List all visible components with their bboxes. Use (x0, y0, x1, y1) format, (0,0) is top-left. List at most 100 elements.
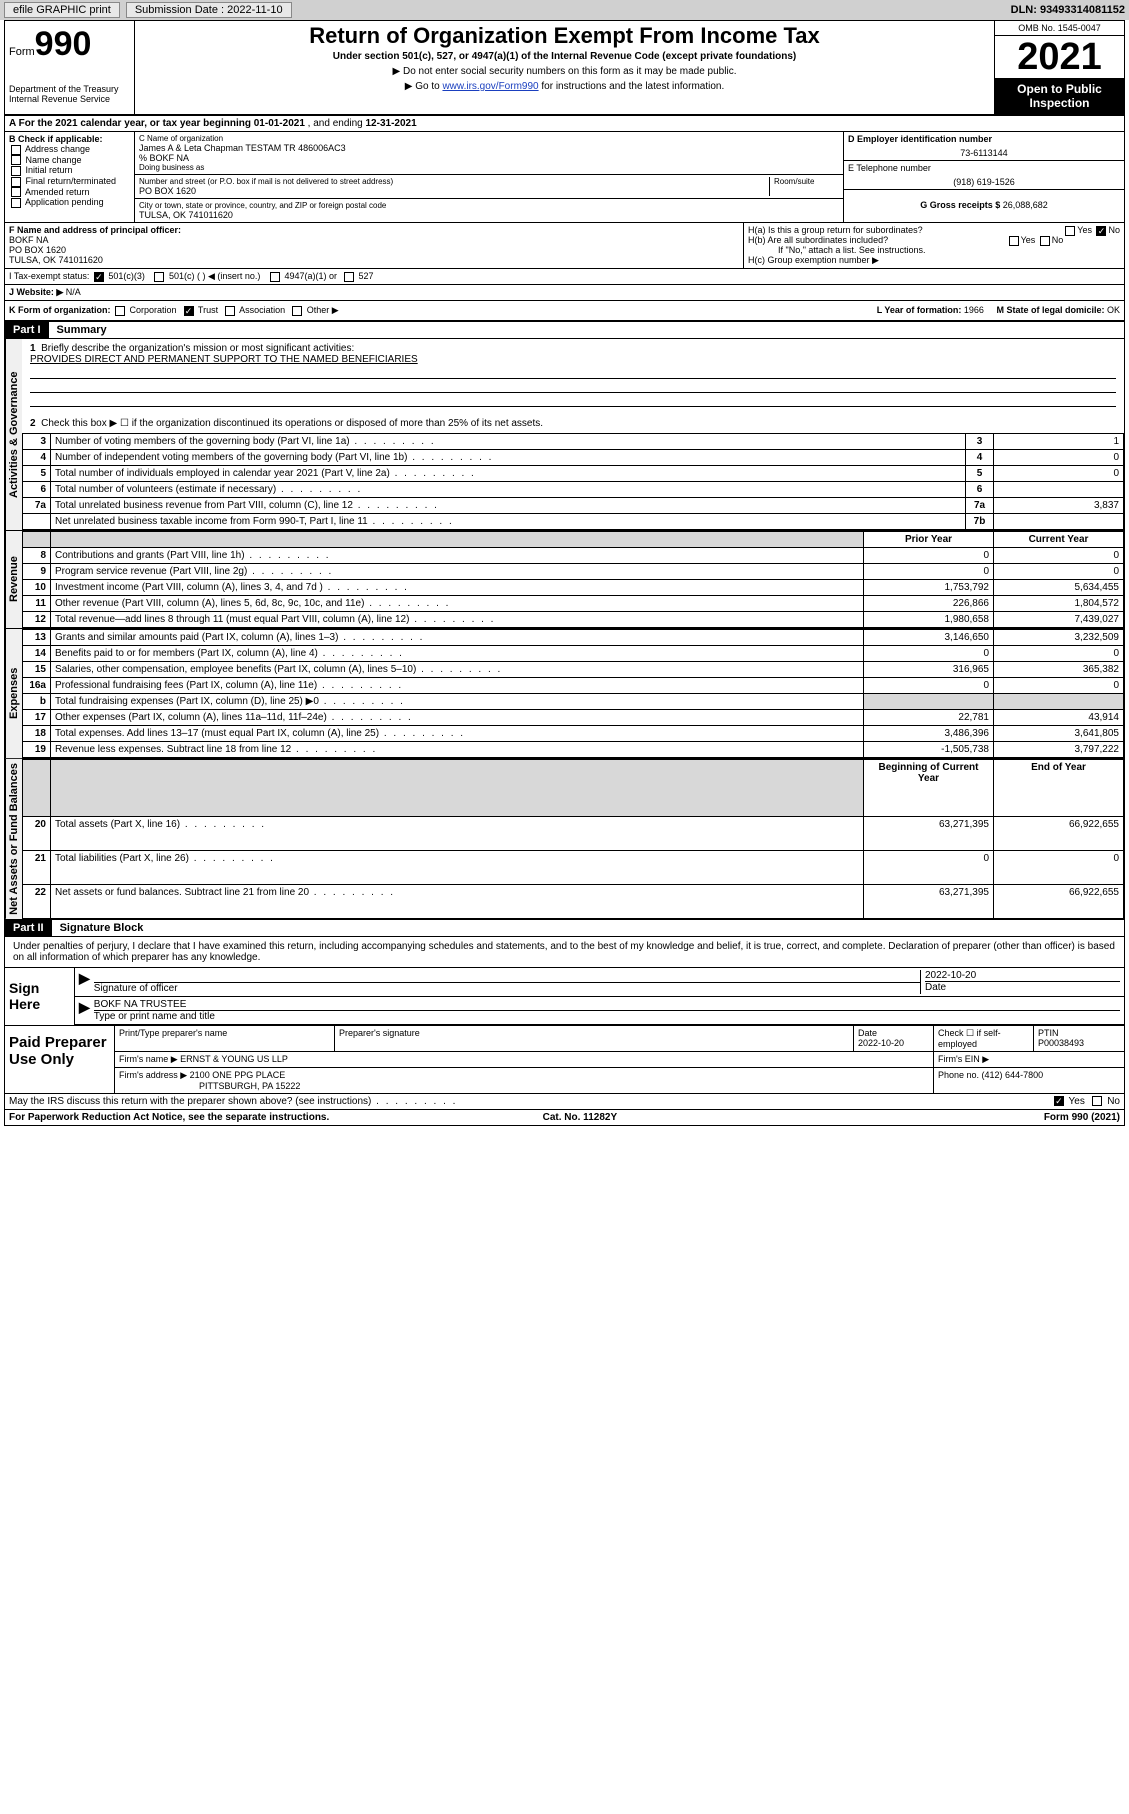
firm-phone-label: Phone no. (938, 1070, 982, 1080)
form-number-big: 990 (35, 25, 92, 63)
firm-addr-label: Firm's address ▶ (119, 1070, 187, 1080)
paid-preparer-row: Paid Preparer Use Only Print/Type prepar… (5, 1025, 1124, 1093)
gov-row: Net unrelated business taxable income fr… (23, 514, 1124, 530)
b-checkbox[interactable] (11, 198, 21, 208)
b-checkbox[interactable] (11, 177, 21, 187)
part2-hdr: Part II (5, 920, 52, 936)
section-fh: F Name and address of principal officer:… (5, 223, 1124, 269)
org-name: James A & Leta Chapman TESTAM TR 486006A… (139, 143, 839, 153)
addr-row: Number and street (or P.O. box if mail i… (135, 175, 843, 199)
other-checkbox[interactable] (292, 306, 302, 316)
data-row: 21Total liabilities (Part X, line 26)00 (23, 851, 1124, 885)
opt-501c: 501(c) ( ) ◀ (insert no.) (169, 271, 260, 281)
note2-post: for instructions and the latest informat… (539, 81, 725, 92)
opt-assoc: Association (239, 305, 285, 315)
submission-date-button[interactable]: Submission Date : 2022-11-10 (126, 2, 292, 18)
expenses-table: 13Grants and similar amounts paid (Part … (22, 629, 1124, 758)
data-row: 13Grants and similar amounts paid (Part … (23, 630, 1124, 646)
no-label: No (1108, 225, 1120, 235)
i-label: I Tax-exempt status: (9, 271, 89, 281)
ha-label: H(a) Is this a group return for subordin… (748, 225, 923, 235)
part1-title: Summary (49, 322, 115, 338)
assoc-checkbox[interactable] (225, 306, 235, 316)
yes-label2: Yes (1021, 235, 1036, 245)
may-irs-row: May the IRS discuss this return with the… (5, 1093, 1124, 1109)
527-checkbox[interactable] (344, 272, 354, 282)
4947-checkbox[interactable] (270, 272, 280, 282)
501c3-checkbox[interactable]: ✓ (94, 272, 104, 282)
gov-row: 6Total number of volunteers (estimate if… (23, 482, 1124, 498)
signature-block: Under penalties of perjury, I declare th… (5, 937, 1124, 1109)
ha-no-checkbox[interactable]: ✓ (1096, 226, 1106, 236)
f-addr2: TULSA, OK 741011620 (9, 255, 103, 265)
firm-name: ERNST & YOUNG US LLP (180, 1054, 288, 1064)
f-label: F Name and address of principal officer: (9, 225, 181, 235)
j-label: J Website: ▶ (9, 287, 63, 298)
prep-name-label: Print/Type preparer's name (115, 1026, 335, 1051)
section-h: H(a) Is this a group return for subordin… (744, 223, 1124, 268)
opt-other: Other ▶ (307, 305, 339, 315)
part2-header: Part II Signature Block (5, 920, 1124, 937)
b-checkbox[interactable] (11, 187, 21, 197)
sign-here-row: Sign Here ▶ Signature of officer 2022-10… (5, 967, 1124, 1025)
j-value: N/A (66, 287, 81, 298)
prep-date: 2022-10-20 (858, 1038, 904, 1048)
city-row: City or town, state or province, country… (135, 199, 843, 222)
b-checkbox[interactable] (11, 155, 21, 165)
check-self: Check ☐ if self-employed (934, 1026, 1034, 1051)
date-label: Date (925, 982, 946, 993)
addr-value: PO BOX 1620 (139, 186, 769, 196)
care-of: % BOKF NA (139, 153, 839, 163)
gov-row: 7aTotal unrelated business revenue from … (23, 498, 1124, 514)
col-c: C Name of organization James A & Leta Ch… (135, 132, 844, 222)
hb-note: If "No," attach a list. See instructions… (748, 245, 1120, 255)
firm-ein-label: Firm's EIN ▶ (934, 1052, 1124, 1067)
period-end: 12-31-2021 (366, 118, 417, 129)
row-k: K Form of organization: Corporation ✓ Tr… (5, 301, 1124, 322)
arrow-icon2: ▶ (79, 999, 90, 1022)
ptin-label: PTIN (1038, 1028, 1059, 1038)
no-label2: No (1052, 235, 1064, 245)
hb-yes-checkbox[interactable] (1009, 236, 1019, 246)
hb-no-checkbox[interactable] (1040, 236, 1050, 246)
form-container: Form990 Department of the Treasury Inter… (4, 20, 1125, 1126)
form-footer: For Paperwork Reduction Act Notice, see … (5, 1109, 1124, 1125)
trust-checkbox[interactable]: ✓ (184, 306, 194, 316)
ha-yes-checkbox[interactable] (1065, 226, 1075, 236)
part1-hdr: Part I (5, 322, 49, 338)
hb-row: H(b) Are all subordinates included? Yes … (748, 235, 1120, 245)
f-addr1: PO BOX 1620 (9, 245, 66, 255)
sign-here-label: Sign Here (5, 968, 75, 1025)
gov-row: 4Number of independent voting members of… (23, 450, 1124, 466)
b-item: Application pending (9, 197, 130, 208)
vlabel-expenses: Expenses (5, 629, 22, 758)
top-toolbar: efile GRAPHIC print Submission Date : 20… (0, 0, 1129, 20)
header-mid: Return of Organization Exempt From Incom… (135, 21, 994, 114)
type-name-label: Type or print name and title (94, 1011, 215, 1022)
efile-button[interactable]: efile GRAPHIC print (4, 2, 120, 18)
opt-527: 527 (359, 271, 374, 281)
data-row: 8Contributions and grants (Part VIII, li… (23, 548, 1124, 564)
dept-label: Department of the Treasury Internal Reve… (9, 84, 130, 104)
b-item: Final return/terminated (9, 176, 130, 187)
l-value: 1966 (964, 305, 984, 315)
b-item: Initial return (9, 165, 130, 176)
governance-table: 3Number of voting members of the governi… (22, 433, 1124, 530)
sig-officer-row: ▶ Signature of officer 2022-10-20 Date (75, 968, 1124, 997)
corp-checkbox[interactable] (115, 306, 125, 316)
part2-title: Signature Block (52, 920, 152, 936)
dba-label: Doing business as (139, 163, 839, 172)
501c-checkbox[interactable] (154, 272, 164, 282)
b-checkbox[interactable] (11, 166, 21, 176)
data-row: 16aProfessional fundraising fees (Part I… (23, 678, 1124, 694)
data-row: 15Salaries, other compensation, employee… (23, 662, 1124, 678)
prep-row3: Firm's address ▶ 2100 ONE PPG PLACE PITT… (115, 1068, 1124, 1093)
may-yes-checkbox[interactable]: ✓ (1054, 1096, 1064, 1106)
irs-link[interactable]: www.irs.gov/Form990 (442, 81, 538, 92)
may-no-checkbox[interactable] (1092, 1096, 1102, 1106)
b-checkbox[interactable] (11, 145, 21, 155)
b-heading: B Check if applicable: (9, 134, 103, 144)
form-number: Form990 (9, 25, 130, 64)
netassets-table: Beginning of Current YearEnd of Year20To… (22, 759, 1124, 919)
ein-row: D Employer identification number 73-6113… (844, 132, 1124, 161)
